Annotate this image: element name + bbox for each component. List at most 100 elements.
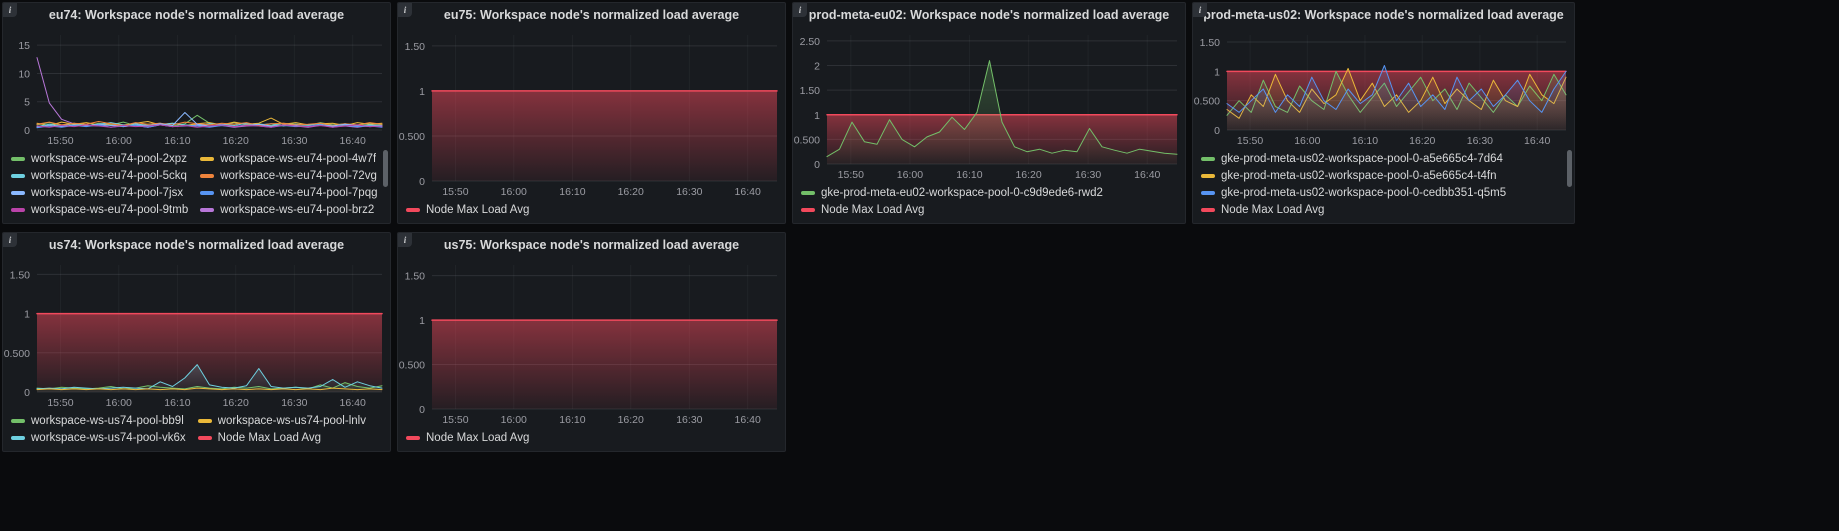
legend-item[interactable]: gke-prod-meta-us02-workspace-pool-0-a5e6… [1201, 167, 1506, 184]
chart-plot-area[interactable]: 15:50 16:00 16:10 16:20 16:30 16:40 0 0.500 1 1.5… [1193, 27, 1574, 148]
legend-item[interactable]: Node Max Load Avg [406, 429, 529, 446]
panel-title[interactable]: eu75: Workspace node's normalized load a… [443, 8, 740, 22]
legend-series-label: workspace-ws-eu74-pool-2xpz [31, 152, 187, 165]
svg-text:16:00: 16:00 [501, 414, 527, 426]
panel-prod-meta-eu02: i prod-meta-eu02: Workspace node's normal… [792, 2, 1186, 224]
panel-title[interactable]: us74: Workspace node's normalized load a… [48, 238, 345, 252]
legend-series-label: workspace-ws-eu74-pool-9tmb [31, 203, 189, 216]
panel-info-icon[interactable]: i [1193, 3, 1207, 17]
svg-text:16:20: 16:20 [618, 186, 644, 198]
svg-text:0.500: 0.500 [399, 131, 425, 143]
svg-text:16:10: 16:10 [1352, 135, 1378, 147]
legend-item[interactable]: Node Max Load Avg [197, 429, 366, 446]
legend-item[interactable]: workspace-ws-eu74-pool-5ckq [11, 167, 188, 184]
legend-item[interactable]: gke-prod-meta-eu02-workspace-pool-0-c9d9… [801, 184, 1103, 201]
panel-header: prod-meta-us02: Workspace node's normali… [1193, 3, 1574, 27]
panel-us75: i us75: Workspace node's normalized load … [397, 232, 786, 452]
legend-series-swatch [1201, 173, 1215, 178]
svg-text:15:50: 15:50 [442, 186, 468, 198]
chart-plot-area[interactable]: 15:50 16:00 16:10 16:20 16:30 16:40 0 0.500 1 1.5… [3, 257, 390, 410]
svg-text:16:20: 16:20 [223, 135, 249, 147]
svg-text:15:50: 15:50 [442, 414, 468, 426]
legend-series-label: Node Max Load Avg [217, 431, 322, 444]
legend-item[interactable]: workspace-ws-eu74-pool-72vg [200, 167, 377, 184]
legend-series-label: gke-prod-meta-us02-workspace-pool-0-a5e6… [1221, 169, 1497, 182]
legend-item[interactable]: Node Max Load Avg [1201, 201, 1506, 218]
legend-series-swatch [406, 207, 420, 212]
legend-item[interactable]: Node Max Load Avg [406, 201, 529, 218]
svg-text:16:20: 16:20 [1409, 135, 1435, 147]
legend-item[interactable]: workspace-ws-eu74-pool-9tmb [11, 201, 188, 218]
legend-scrollbar[interactable] [383, 150, 388, 217]
chart-plot-area[interactable]: 15:50 16:00 16:10 16:20 16:30 16:40 0 5 10 15 [3, 27, 390, 148]
panel-title[interactable]: us75: Workspace node's normalized load a… [443, 238, 740, 252]
legend-series-swatch [801, 207, 815, 212]
panel-title[interactable]: prod-meta-eu02: Workspace node's normali… [808, 8, 1170, 22]
legend-series-label: gke-prod-meta-us02-workspace-pool-0-a5e6… [1221, 152, 1503, 165]
panel-info-icon[interactable]: i [398, 3, 412, 17]
chart-plot-area[interactable]: 15:50 16:00 16:10 16:20 16:30 16:40 0 0.500 1 1.5… [398, 257, 785, 427]
svg-text:1.50: 1.50 [405, 41, 426, 53]
chart-canvas: 15:50 16:00 16:10 16:20 16:30 16:40 0 0.500 1 1.5… [1194, 35, 1567, 147]
svg-text:16:40: 16:40 [735, 186, 761, 198]
legend-series-swatch [1201, 156, 1215, 161]
legend-item[interactable]: workspace-ws-us74-pool-bb9l [11, 412, 186, 429]
panel-info-icon[interactable]: i [3, 233, 17, 247]
legend-series-swatch [1201, 190, 1215, 195]
scrollbar-thumb[interactable] [383, 150, 388, 187]
svg-text:16:00: 16:00 [106, 397, 132, 409]
legend-item[interactable]: workspace-ws-eu74-pool-4w7f [200, 150, 377, 167]
panel-info-icon[interactable]: i [398, 233, 412, 247]
legend-series-swatch [11, 435, 25, 440]
svg-text:16:00: 16:00 [1294, 135, 1320, 147]
chart-legend: gke-prod-meta-eu02-workspace-pool-0-c9d9… [793, 182, 1185, 223]
chart-legend: Node Max Load Avg [398, 427, 785, 451]
legend-series-label: Node Max Load Avg [1221, 203, 1325, 216]
legend-scrollbar[interactable] [1567, 150, 1572, 217]
chart-canvas: 15:50 16:00 16:10 16:20 16:30 16:40 0 5 10 15 [18, 35, 383, 147]
svg-text:0: 0 [24, 125, 30, 137]
legend-series-label: workspace-ws-us74-pool-lnlv [217, 414, 366, 427]
legend-item[interactable]: gke-prod-meta-us02-workspace-pool-0-a5e6… [1201, 150, 1506, 167]
dashboard-row: i us74: Workspace node's normalized load … [2, 232, 1837, 452]
legend-series-swatch [200, 207, 215, 212]
legend-series-swatch [11, 173, 25, 178]
legend-item[interactable]: workspace-ws-eu74-pool-2xpz [11, 150, 188, 167]
legend-series-label: workspace-ws-eu74-pool-5ckq [31, 169, 187, 182]
legend-series-swatch [11, 418, 25, 423]
chart-plot-area[interactable]: 15:50 16:00 16:10 16:20 16:30 16:40 0 0.500 1 1.5… [793, 27, 1185, 182]
panel-title[interactable]: prod-meta-us02: Workspace node's normali… [1203, 8, 1564, 22]
legend-series-swatch [197, 435, 212, 440]
legend-series-swatch [200, 156, 215, 161]
svg-text:1: 1 [1214, 66, 1220, 78]
legend-series-label: Node Max Load Avg [821, 203, 925, 216]
legend-item[interactable]: gke-prod-meta-us02-workspace-pool-0-cedb… [1201, 184, 1506, 201]
svg-text:0.500: 0.500 [399, 360, 425, 372]
svg-text:0.500: 0.500 [4, 348, 30, 360]
chart-plot-area[interactable]: 15:50 16:00 16:10 16:20 16:30 16:40 0 0.500 1 1.5… [398, 27, 785, 199]
panel-header: us75: Workspace node's normalized load a… [398, 233, 785, 257]
legend-series-swatch [801, 190, 815, 195]
legend-item[interactable]: workspace-ws-us74-pool-vk6x [11, 429, 186, 446]
legend-series-label: Node Max Load Avg [426, 431, 530, 444]
svg-text:16:40: 16:40 [340, 397, 366, 409]
legend-item[interactable]: Node Max Load Avg [801, 201, 1103, 218]
panel-title[interactable]: eu74: Workspace node's normalized load a… [48, 8, 345, 22]
chart-canvas: 15:50 16:00 16:10 16:20 16:30 16:40 0 0.500 1 1.5… [399, 265, 778, 426]
legend-item[interactable]: workspace-ws-us74-pool-lnlv [197, 412, 366, 429]
svg-text:16:20: 16:20 [1015, 169, 1041, 181]
panel-info-icon[interactable]: i [3, 3, 17, 17]
legend-item[interactable]: workspace-ws-eu74-pool-7jsx [11, 184, 188, 201]
legend-item[interactable]: workspace-ws-eu74-pool-brz2 [200, 201, 377, 218]
panel-info-icon[interactable]: i [793, 3, 807, 17]
legend-series-label: workspace-ws-eu74-pool-brz2 [220, 203, 375, 216]
legend-series-label: workspace-ws-eu74-pool-7pqg [220, 186, 378, 199]
scrollbar-thumb[interactable] [1567, 150, 1572, 187]
svg-text:16:30: 16:30 [1075, 169, 1101, 181]
legend-series-swatch [11, 190, 25, 195]
legend-series-swatch [200, 173, 215, 178]
svg-text:16:10: 16:10 [559, 186, 585, 198]
legend-item[interactable]: workspace-ws-eu74-pool-7pqg [200, 184, 377, 201]
svg-text:16:10: 16:10 [164, 397, 190, 409]
svg-text:16:40: 16:40 [735, 414, 761, 426]
